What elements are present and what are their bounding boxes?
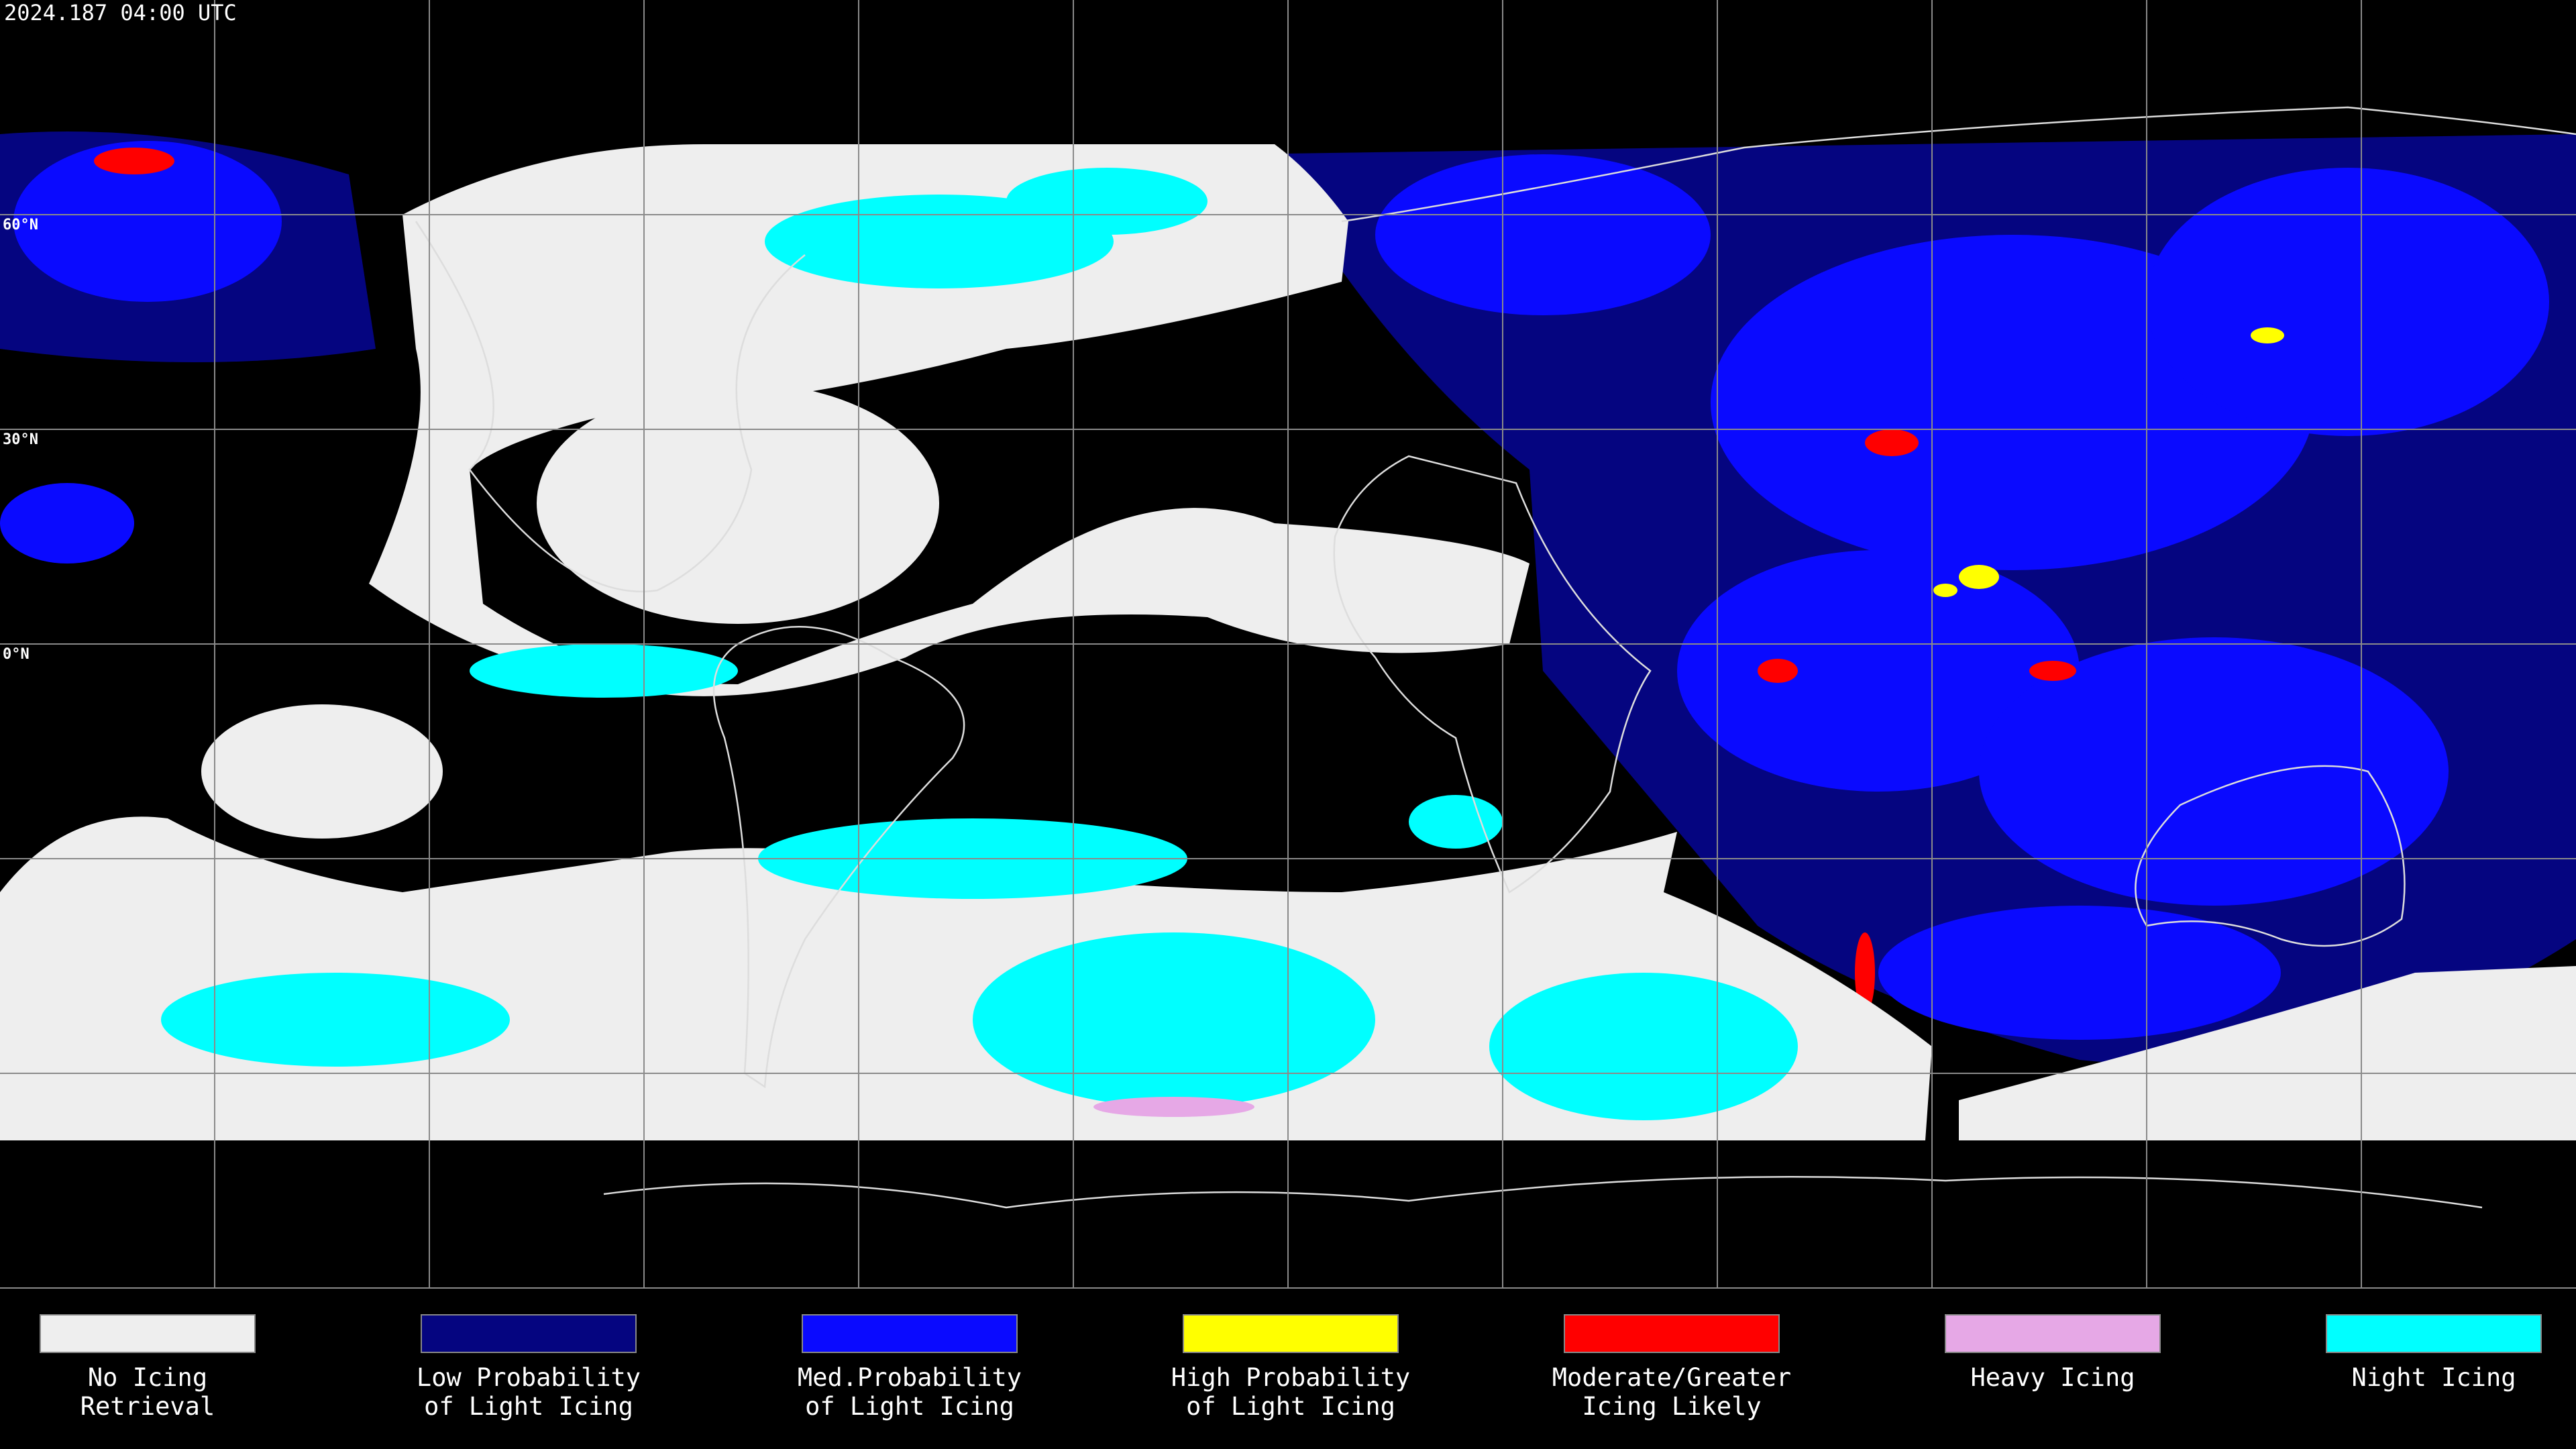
cloud-region [1959, 966, 2576, 1140]
coastline [1341, 106, 2576, 223]
cloud-region [2029, 661, 2076, 681]
cloud-region [94, 148, 174, 174]
legend-label: of Light Icing [1186, 1392, 1395, 1421]
cloud-layer [0, 131, 2576, 1140]
legend-swatch [802, 1314, 1018, 1353]
legend-label: Low Probability [417, 1363, 641, 1392]
legend-label: of Light Icing [424, 1392, 633, 1421]
cloud-region [1855, 932, 1875, 1013]
cloud-region [2251, 327, 2284, 343]
cloud-region [201, 704, 443, 839]
legend-label: Retrieval [80, 1392, 215, 1421]
cloud-region [1006, 168, 1208, 235]
coastline [712, 626, 965, 1089]
legend-label: High Probability [1171, 1363, 1410, 1392]
legend-label: Heavy Icing [1970, 1363, 2135, 1392]
latitude-labels: 60°N 30°N 0°N [3, 217, 38, 663]
coastlines [415, 106, 2576, 1209]
legend-label: Moderate/Greater [1552, 1363, 1791, 1392]
cloud-region [161, 973, 510, 1067]
cloud-region [1878, 906, 2281, 1040]
cloud-region [0, 816, 1932, 1140]
latitude-label: 60°N [3, 217, 38, 233]
cloud-region [973, 932, 1375, 1107]
graticule [0, 0, 2576, 1289]
legend-label: No Icing [88, 1363, 207, 1392]
cloud-region [1375, 154, 1711, 315]
legend-label: Night Icing [2351, 1363, 2516, 1392]
cloud-region [1959, 565, 1999, 589]
cloud-region [470, 644, 738, 698]
legend-swatch [1564, 1314, 1780, 1353]
legend-label: Icing Likely [1582, 1392, 1761, 1421]
legend-swatch [2326, 1314, 2542, 1353]
cloud-region [1865, 429, 1919, 456]
cloud-region [1489, 973, 1798, 1120]
cloud-region [1979, 637, 2449, 906]
map-title: 2024.187 04:00 UTC [4, 0, 237, 25]
cloud-region [1093, 1097, 1254, 1117]
cloud-region [1933, 584, 1957, 597]
legend-swatch [1945, 1314, 2161, 1353]
cloud-region [1758, 659, 1798, 683]
legend-swatch [40, 1314, 256, 1353]
legend-swatch [421, 1314, 637, 1353]
coastline [2135, 765, 2406, 947]
latitude-label: 0°N [3, 646, 30, 663]
cloud-region [1677, 550, 2080, 792]
legend-label: Med.Probability [798, 1363, 1022, 1392]
cloud-region [369, 144, 1529, 696]
latitude-label: 30°N [3, 431, 38, 448]
legend-label: of Light Icing [805, 1392, 1014, 1421]
cloud-region [2147, 168, 2549, 436]
coastline [1333, 455, 1652, 894]
cloud-region [1409, 795, 1503, 849]
legend-swatch [1183, 1314, 1399, 1353]
coastline [603, 1176, 2483, 1209]
cloud-region [537, 382, 939, 624]
cloud-region [0, 483, 134, 564]
